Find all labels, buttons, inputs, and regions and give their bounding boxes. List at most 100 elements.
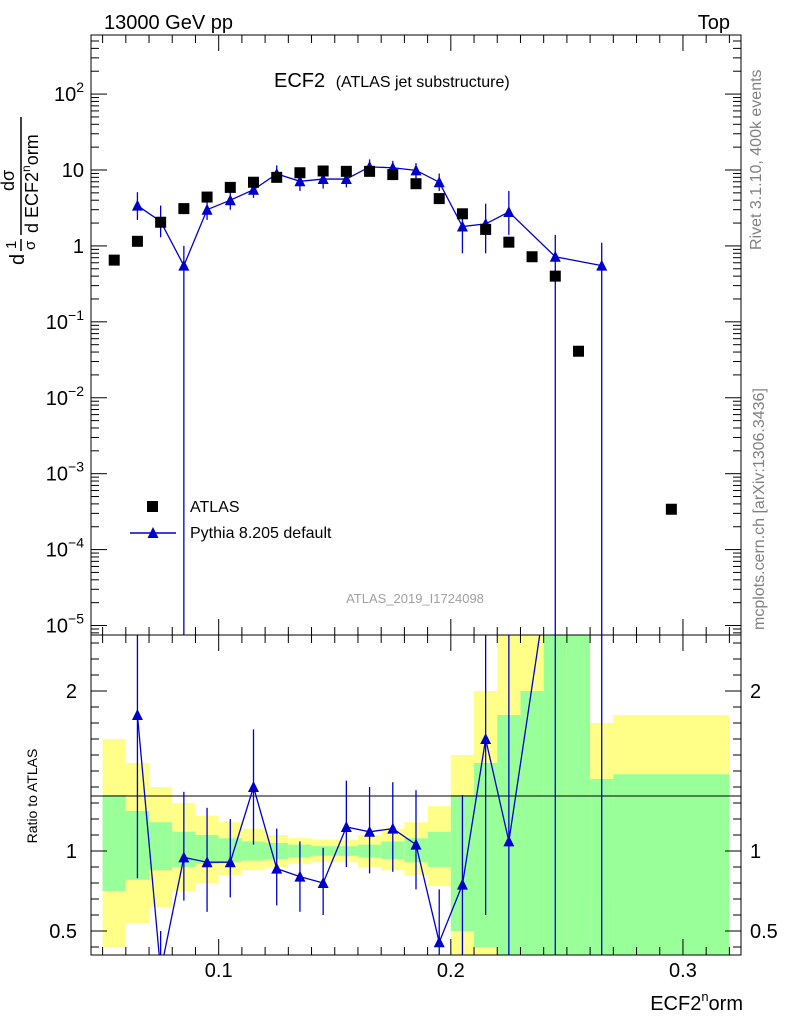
atlas-point [456, 208, 468, 220]
plot-title-main: ECF2 [274, 70, 325, 92]
rivet-label: Rivet 3.1.10, 400k events [748, 69, 765, 250]
ratio-y-tick-labels: 0.5 0.5 1 1 2 2 [49, 681, 778, 943]
x-tick-labels: 0.1 0.2 0.3 [205, 960, 697, 982]
mc-series [131, 159, 608, 635]
mc-point [410, 164, 422, 176]
mc-point [131, 199, 143, 211]
plot-title-sub: (ATLAS jet substructure) [336, 74, 510, 91]
mc-point [503, 205, 515, 217]
ratio-mc-point [410, 838, 422, 850]
y-tick-base: 1 [73, 236, 84, 258]
ratio-uncertainty-bands [102, 635, 730, 955]
mc-point [456, 220, 468, 232]
x-tick-label: 0.2 [437, 960, 465, 982]
plot-title: ECF2 (ATLAS jet substructure) [274, 70, 510, 92]
x-label-text: ECF2 [650, 993, 701, 1015]
stat-uncertainty-band [566, 635, 591, 955]
atlas-point [317, 165, 329, 177]
y-tick-base: 10 [46, 540, 68, 562]
legend: ATLAS Pythia 8.205 default [130, 499, 332, 542]
mc-point [178, 259, 190, 271]
atlas-point [573, 345, 584, 357]
main-y-tick-label: 10−1 [46, 307, 84, 334]
mc-point [224, 194, 236, 206]
y-label-one: 1 [3, 241, 20, 249]
atlas-point [526, 251, 538, 263]
ratio-y-tick-label-right: 0.5 [750, 921, 778, 943]
main-frame [90, 34, 742, 636]
y-label-prefix: d [7, 254, 29, 265]
main-y-tick-label: 10−4 [46, 535, 84, 562]
mc-point [294, 175, 306, 187]
y-tick-exp: −5 [68, 611, 84, 627]
ratio-mc-point [201, 856, 213, 868]
atlas-point [387, 169, 399, 181]
mc-point [317, 173, 329, 185]
ratio-mc-point [433, 936, 445, 948]
atlas-point [178, 203, 190, 215]
y-tick-base: 10 [46, 312, 68, 334]
y-label-den-suffix: orm [22, 134, 42, 165]
ratio-mc-point [131, 709, 143, 720]
ratio-y-tick-label-right: 2 [750, 681, 761, 703]
legend-marker-mc [147, 527, 159, 538]
ratio-mc-point [456, 878, 468, 890]
ratio-mc-point [178, 851, 190, 863]
y-tick-exp: −1 [68, 307, 84, 323]
ratio-mc-point [503, 835, 515, 847]
atlas-point [271, 171, 283, 183]
ratio-mc-point [224, 856, 236, 868]
ratio-mc-point [294, 870, 306, 882]
y-tick-exp: −4 [68, 535, 84, 551]
main-y-tick-label: 10−3 [46, 459, 84, 486]
x-label-sup: n [701, 989, 708, 1004]
ratio-mc-point [340, 821, 352, 832]
y-tick-exp: 2 [76, 79, 84, 95]
ratio-y-tick-label-right: 1 [750, 841, 761, 863]
ratio-y-tick-label-left: 2 [66, 681, 77, 703]
stat-uncertainty-band [102, 795, 126, 891]
header-left: 13000 GeV pp [104, 12, 233, 34]
atlas-point [155, 216, 167, 228]
y-tick-base: 10 [46, 388, 68, 410]
ratio-mc-point [364, 825, 376, 837]
mc-point [340, 173, 352, 185]
ratio-mc-point [387, 822, 399, 834]
ratio-ticks [91, 635, 741, 955]
y-label-den-sup: n [19, 165, 33, 172]
stat-uncertainty-band [427, 831, 451, 867]
stat-uncertainty-band [613, 774, 730, 955]
mcplots-label: mcplots.cern.ch [arXiv:1306.3436] [751, 388, 768, 630]
main-y-tick-label: 1 [73, 236, 84, 258]
atlas-point [340, 165, 352, 177]
ratio-mc-point [480, 733, 492, 744]
atlas-point [549, 270, 561, 282]
header-right: Top [698, 12, 730, 34]
mc-point [549, 250, 561, 262]
stat-uncertainty-band [241, 841, 266, 861]
mc-point [596, 259, 608, 271]
x-axis-label: ECF2norm [650, 989, 743, 1015]
y-label-denominator: d ECF2norm [19, 134, 42, 233]
atlas-point [248, 176, 259, 188]
y-label-sigma: σ [22, 240, 39, 250]
main-y-ticks [91, 34, 741, 635]
atlas-point [201, 191, 213, 203]
main-y-tick-label: 10−5 [46, 611, 84, 638]
main-y-tick-label: 10 [62, 160, 84, 182]
x-tick-label: 0.3 [669, 960, 697, 982]
ratio-frame [90, 634, 742, 956]
main-y-tick-label: 102 [54, 79, 84, 106]
y-tick-exp: −3 [68, 459, 84, 475]
x-tick-label: 0.1 [205, 960, 233, 982]
atlas-point [503, 236, 515, 248]
main-y-label: d 1 σ dσ d ECF2norm [0, 117, 42, 265]
ratio-y-label: Ratio to ATLAS [24, 749, 40, 844]
atlas-point [433, 193, 445, 205]
legend-label-atlas: ATLAS [190, 499, 240, 516]
analysis-watermark: ATLAS_2019_I1724098 [346, 591, 484, 606]
ratio-y-tick-label-left: 0.5 [49, 921, 77, 943]
